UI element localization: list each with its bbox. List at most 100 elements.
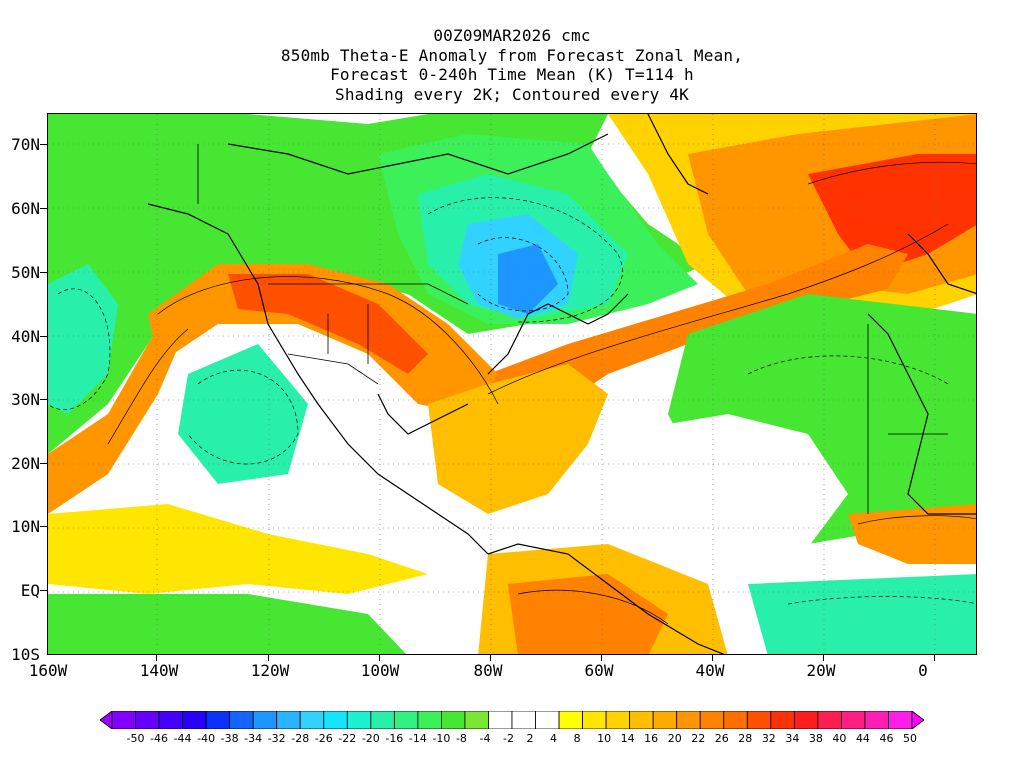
colorbar-swatch [723, 711, 748, 729]
grid-lines [48, 114, 976, 654]
lat-label-50n: 50N [11, 263, 40, 282]
colorbar-label: -28 [291, 732, 310, 745]
colorbar-swatch [746, 711, 772, 729]
colorbar-label: 22 [691, 732, 706, 745]
colorbar-swatch [652, 711, 678, 729]
colorbar-left-arrow [100, 711, 113, 729]
colorbar-label: 2 [526, 732, 534, 745]
colorbar-swatch [417, 711, 442, 729]
colorbar-label: -32 [267, 732, 286, 745]
colorbar-label: 10 [597, 732, 612, 745]
colorbar-label: -50 [126, 732, 145, 745]
pacific-deep-cold-2 [178, 344, 308, 484]
colorbar-swatch [323, 711, 348, 729]
west-africa-warm [848, 504, 976, 564]
colorbar-swatch [488, 711, 513, 729]
south-america-core [508, 574, 668, 654]
europe-hot-core [808, 154, 976, 274]
colorbar-label: 16 [644, 732, 659, 745]
lon-tick [268, 655, 269, 661]
colorbar-label: 50 [903, 732, 917, 745]
colorbar-label: 40 [832, 732, 847, 745]
colorbar-swatch [393, 711, 419, 729]
colorbar-label: -46 [150, 732, 169, 745]
lat-tick [40, 526, 47, 527]
pacific-deep-cold [48, 264, 118, 414]
colorbar-swatch [370, 711, 395, 729]
colorbar-swatch [205, 711, 231, 729]
colorbar-label: -16 [385, 732, 404, 745]
lon-label-100w: 100W [360, 661, 400, 680]
colorbar-swatch [699, 711, 725, 729]
colorbar-label: -38 [220, 732, 239, 745]
borders [197, 144, 948, 514]
colorbar-label: -14 [408, 732, 427, 745]
colorbar-swatch [111, 711, 136, 729]
lon-tick [601, 655, 602, 661]
colorbar-label: 44 [855, 732, 870, 745]
colorbar-swatch [629, 711, 654, 729]
colorbar-label: -40 [197, 732, 216, 745]
colorbar-label: -8 [455, 732, 467, 745]
lon-label-140w: 140W [139, 661, 179, 680]
colorbar-label: 26 [714, 732, 729, 745]
colorbar-label: 14 [620, 732, 635, 745]
lon-tick [823, 655, 824, 661]
lon-label-120w: 120W [250, 661, 290, 680]
lat-tick [40, 399, 47, 400]
lon-label-20w: 20W [806, 661, 836, 680]
lon-label-80w: 80W [473, 661, 503, 680]
equatorial-warm [48, 504, 428, 594]
colorbar-label: 32 [761, 732, 776, 745]
colorbar-swatch [464, 711, 489, 729]
colorbar [100, 711, 924, 729]
hudson-bay-core [498, 244, 558, 314]
lon-label-60w: 60W [584, 661, 614, 680]
lon-tick [934, 655, 935, 661]
colorbar-swatch [582, 711, 607, 729]
lon-label-0: 0 [918, 661, 928, 680]
caribbean-warm [428, 364, 608, 514]
colorbar-label: 34 [785, 732, 800, 745]
lat-label-20n: 20N [11, 454, 40, 473]
colorbar-swatch [535, 711, 560, 729]
contours [107, 161, 976, 625]
lat-label-40n: 40N [11, 327, 40, 346]
colorbar-swatch [158, 711, 183, 729]
colorbar-swatch [299, 711, 325, 729]
map-svg [48, 114, 976, 654]
colorbar-label: 28 [738, 732, 753, 745]
colorbar-swatch [511, 711, 536, 729]
lat-tick [40, 463, 47, 464]
coastlines [147, 114, 976, 654]
lat-tick [40, 144, 47, 145]
colorbar-swatch [864, 711, 889, 729]
lat-label-10s: 10S [11, 645, 40, 664]
colorbar-label: -22 [338, 732, 357, 745]
lat-tick [40, 272, 47, 273]
colorbar-swatch [770, 711, 795, 729]
colorbar-swatch [182, 711, 207, 729]
colorbar-label: -10 [432, 732, 451, 745]
colorbar-label: 8 [573, 732, 581, 745]
lat-tick [40, 208, 47, 209]
lon-tick [156, 655, 157, 661]
colorbar-label: 46 [879, 732, 894, 745]
colorbar-label: -34 [244, 732, 263, 745]
tropical-atlantic-neutral [608, 414, 848, 584]
lat-label-70n: 70N [11, 135, 40, 154]
south-atlantic-cold [748, 574, 976, 654]
lat-tick [40, 336, 47, 337]
colorbar-swatch [605, 711, 631, 729]
lon-tick [712, 655, 713, 661]
lat-label-60n: 60N [11, 199, 40, 218]
colorbar-swatch [793, 711, 819, 729]
negative-contours [48, 197, 976, 605]
title-line-4: Shading every 2K; Contoured every 4K [335, 84, 689, 104]
colorbar-swatch [817, 711, 842, 729]
colorbar-swatch [441, 711, 466, 729]
southern-cold [48, 594, 407, 654]
lat-tick [40, 590, 47, 591]
colorbar-label: -26 [314, 732, 333, 745]
colorbar-label: -20 [361, 732, 380, 745]
